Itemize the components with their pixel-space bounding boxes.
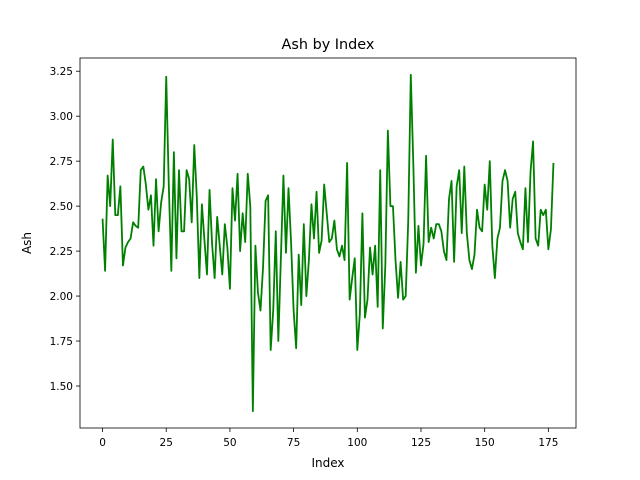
y-tick-label: 3.25 <box>50 66 73 78</box>
x-tick-label: 25 <box>160 437 173 449</box>
x-tick-label: 75 <box>287 437 300 449</box>
y-tick-label: 2.50 <box>50 201 73 213</box>
plot-area <box>101 73 555 413</box>
axes-frame <box>79 57 577 429</box>
chart-title: Ash by Index <box>282 37 375 53</box>
x-axis-label: Index <box>311 456 344 470</box>
x-tick-label: 100 <box>347 437 367 449</box>
y-tick-label: 2.75 <box>50 156 73 168</box>
y-tick-label: 3.00 <box>50 111 73 123</box>
x-tick-label: 50 <box>223 437 236 449</box>
y-tick-label: 1.50 <box>50 381 73 393</box>
y-axis-label: Ash <box>20 232 34 254</box>
x-tick-label: 0 <box>99 437 106 449</box>
y-tick-label: 1.75 <box>50 336 73 348</box>
y-axis-ticks: 1.50 1.75 2.00 2.25 2.50 2.75 3.00 3.25 <box>50 66 80 393</box>
series-line-0 <box>101 73 555 413</box>
y-tick-label: 2.00 <box>50 291 73 303</box>
y-tick-label: 2.25 <box>50 246 73 258</box>
x-axis-ticks: 0 25 50 75 100 125 150 175 <box>99 428 558 449</box>
x-tick-label: 125 <box>411 437 431 449</box>
x-tick-label: 150 <box>475 437 495 449</box>
x-tick-label: 175 <box>538 437 558 449</box>
